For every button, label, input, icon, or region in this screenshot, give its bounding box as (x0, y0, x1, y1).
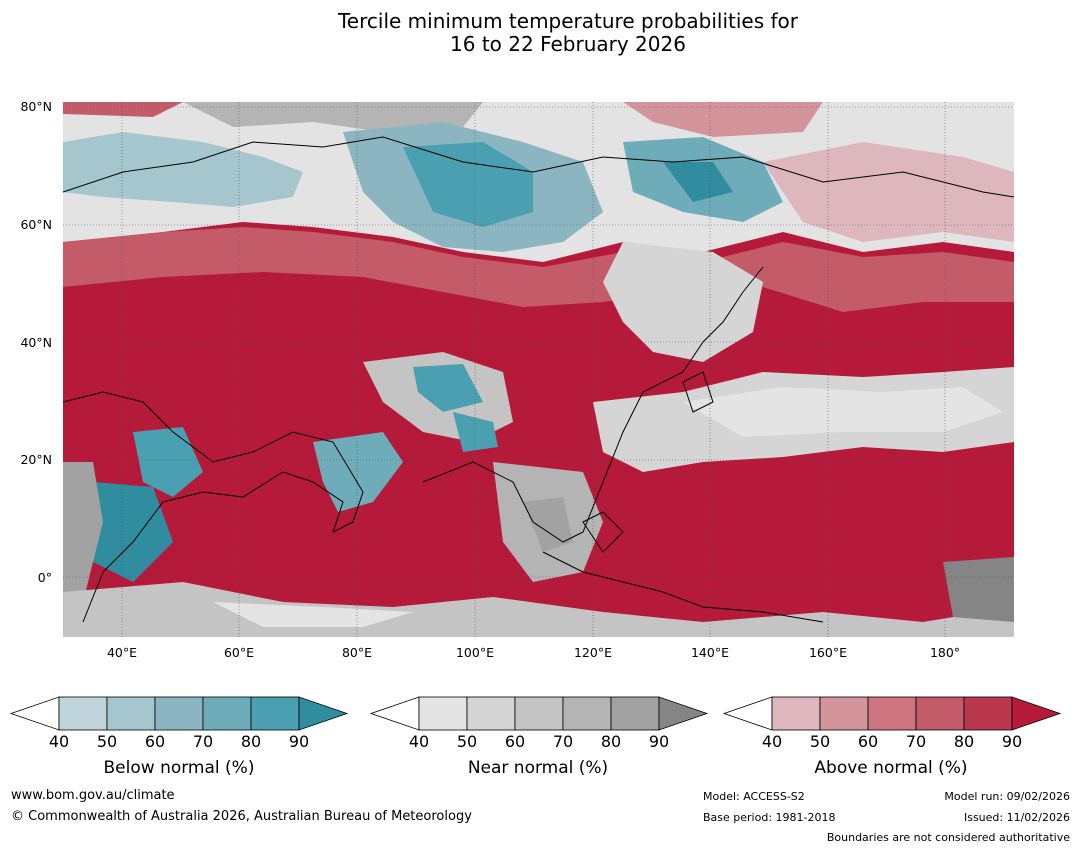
lon-label-100e: 100°E (455, 645, 494, 660)
legend-near-tick-90: 90 (648, 732, 670, 751)
legend-below-tick-90: 90 (288, 732, 310, 751)
legend-below-swatch-3 (202, 696, 252, 731)
legend-title-above: Above normal (%) (814, 758, 968, 778)
footer-boundaries-note: Boundaries are not considered authoritat… (826, 831, 1070, 844)
east-siberia-below-strong (663, 162, 733, 202)
lon-label-80e: 80°E (341, 645, 373, 660)
legend-above-swatch-0 (771, 696, 821, 731)
lon-label-120e: 120°E (573, 645, 612, 660)
northeast-strip-above (623, 102, 823, 137)
title-line-2: 16 to 22 February 2026 (450, 32, 686, 56)
legend-near-swatch-3 (562, 696, 612, 731)
legend-below-tick-70: 70 (192, 732, 214, 751)
map-gridlines (63, 102, 1014, 637)
legend-below-swatch-0 (58, 696, 108, 731)
legend-below-normal-bar (9, 696, 349, 731)
lon-label-160e: 160°E (808, 645, 847, 660)
legend-above-swatch-5 (1011, 696, 1062, 731)
legend-below-tick-40: 40 (48, 732, 70, 751)
bay-of-bengal-below (453, 412, 498, 452)
central-siberia-below-strong (403, 142, 533, 227)
lat-label-0: 0° (37, 570, 52, 585)
legend-below-low-end (9, 696, 60, 731)
east-asia-near-normal (603, 242, 763, 362)
footer-copyright: © Commonwealth of Australia 2026, Austra… (11, 809, 472, 824)
southwest-pacific-near-dark (943, 557, 1014, 622)
footer-url[interactable]: www.bom.gov.au/climate (11, 788, 175, 803)
legend-below-swatch-1 (106, 696, 156, 731)
lat-label-20n: 20°N (20, 452, 52, 467)
legend-near-tick-80: 80 (600, 732, 622, 751)
west-siberia-below-normal (63, 132, 303, 207)
tibet-below-normal (413, 364, 483, 412)
legend-above-swatch-4 (963, 696, 1013, 731)
lon-label-40e: 40°E (106, 645, 138, 660)
legend-near-low-end (369, 696, 420, 731)
southern-near-light (213, 602, 413, 627)
legend-near-tick-40: 40 (408, 732, 430, 751)
arabia-below-normal (133, 427, 203, 497)
horn-africa-below (93, 482, 173, 582)
legend-above-tick-60: 60 (857, 732, 879, 751)
legend-near-tick-70: 70 (552, 732, 574, 751)
lon-label-180: 180° (929, 645, 961, 660)
map-title: Tercile minimum temperature probabilitie… (0, 10, 1081, 56)
southeast-asia-near-dark (523, 497, 573, 552)
legend-near-swatch-0 (418, 696, 468, 731)
legend-below-tick-50: 50 (96, 732, 118, 751)
lat-label-80n: 80°N (20, 99, 52, 114)
legend-below-tick-60: 60 (144, 732, 166, 751)
legend-near-tick-60: 60 (504, 732, 526, 751)
legend-above-swatch-1 (819, 696, 869, 731)
legend-colorbars (9, 696, 1062, 731)
map-canvas (63, 102, 1014, 637)
legend-title-below: Below normal (%) (103, 758, 255, 778)
lat-label-60n: 60°N (20, 217, 52, 232)
legend-near-swatch-2 (514, 696, 564, 731)
legend-near-swatch-4 (610, 696, 660, 731)
legend-above-low-end (722, 696, 773, 731)
eurasia-transition-above (63, 227, 1014, 312)
legend-above-tick-50: 50 (809, 732, 831, 751)
title-line-1: Tercile minimum temperature probabilitie… (337, 9, 799, 33)
lat-label-40n: 40°N (20, 335, 52, 350)
legend-below-swatch-5 (298, 696, 349, 731)
legend-title-near: Near normal (%) (467, 758, 609, 778)
north-strip-above (63, 102, 183, 117)
legend-below-swatch-4 (250, 696, 300, 731)
legend-below-swatch-2 (154, 696, 204, 731)
lon-label-140e: 140°E (690, 645, 729, 660)
india-below-normal (313, 432, 403, 512)
legend-above-tick-40: 40 (761, 732, 783, 751)
arctic-gray-patch (183, 102, 483, 132)
legend-near-tick-50: 50 (456, 732, 478, 751)
far-east-above-light (763, 142, 1014, 242)
pacific-near-light (683, 387, 1003, 437)
legend-near-swatch-1 (466, 696, 516, 731)
legend-near-normal-bar (369, 696, 709, 731)
legend-above-normal-bar (722, 696, 1062, 731)
legend-near-swatch-5 (658, 696, 709, 731)
footer-model: Model: ACCESS-S2 (703, 790, 805, 803)
legend-above-tick-70: 70 (905, 732, 927, 751)
horn-africa-near (63, 462, 103, 612)
legend-above-tick-80: 80 (953, 732, 975, 751)
coastlines (63, 136, 1014, 623)
legend-above-swatch-3 (915, 696, 965, 731)
footer-model-run: Model run: 09/02/2026 (944, 790, 1070, 803)
footer-issued: Issued: 11/02/2026 (963, 811, 1070, 824)
footer-base-period: Base period: 1981-2018 (703, 811, 836, 824)
legend-below-tick-80: 80 (240, 732, 262, 751)
legend-above-swatch-2 (867, 696, 917, 731)
legend-above-tick-90: 90 (1001, 732, 1023, 751)
probability-map (63, 102, 1014, 637)
lon-label-60e: 60°E (223, 645, 255, 660)
